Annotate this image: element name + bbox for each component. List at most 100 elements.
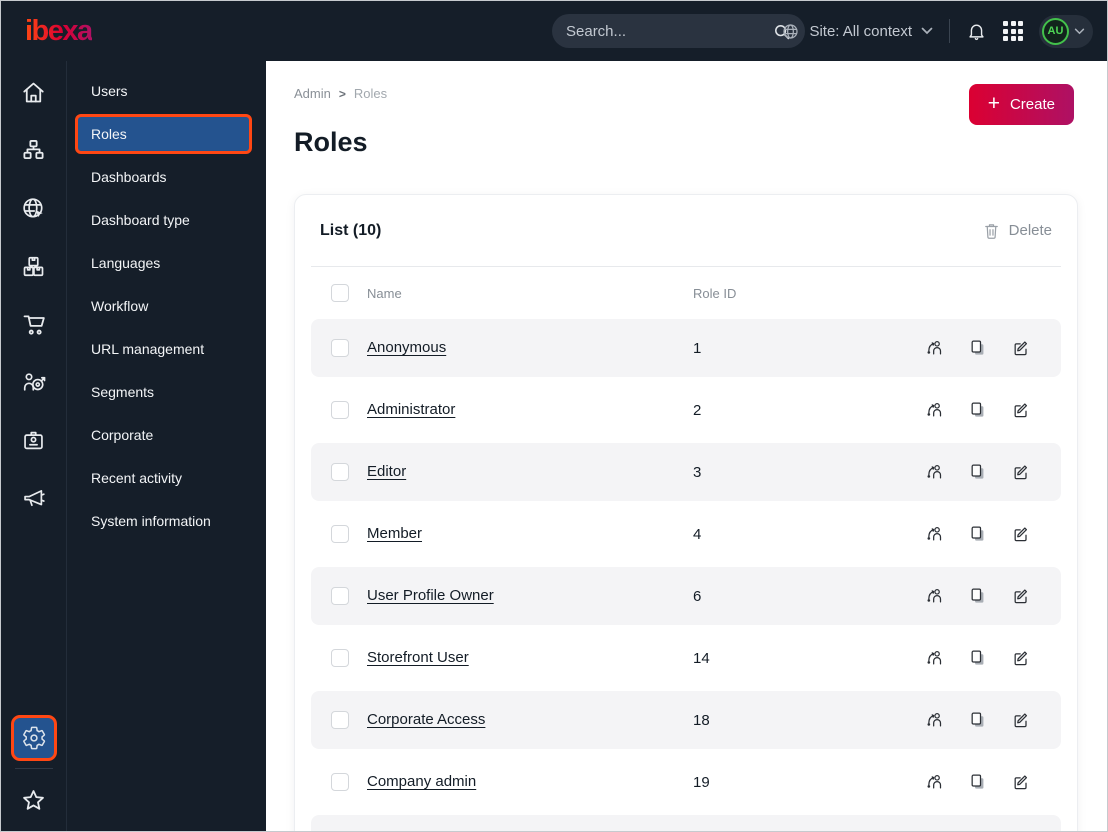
rail-item-content-tree[interactable] [1,121,66,179]
role-name-link[interactable]: Member [367,525,423,542]
site-context-selector[interactable]: Site: All context [781,22,933,41]
row-checkbox[interactable] [331,463,349,481]
megaphone-icon [24,489,45,506]
sidebar-item-users[interactable]: Users [75,71,252,111]
role-name-link[interactable]: User Profile Owner [367,587,494,604]
rail-item-bookmarks[interactable] [20,775,47,825]
sidebar-item-recent-activity[interactable]: Recent activity [75,458,252,498]
table-row: Administrator 2 [311,381,1061,439]
assign-user-icon [927,403,942,417]
copy-button[interactable] [968,338,988,358]
edit-button[interactable] [1011,710,1031,730]
assign-to-users-button[interactable] [925,710,945,730]
assign-user-icon [927,775,942,789]
rail-item-settings[interactable] [10,715,57,761]
gear-icon [22,726,45,750]
role-name-link[interactable]: Storefront User [367,649,469,666]
rail-item-site[interactable] [1,179,66,237]
topbar-controls: Site: All context AU [781,1,1093,61]
role-id-cell: 2 [693,401,702,419]
assign-to-users-button[interactable] [925,524,945,544]
row-checkbox[interactable] [331,339,349,357]
sidebar-item-corporate[interactable]: Corporate [75,415,252,455]
edit-button[interactable] [1011,524,1031,544]
create-button[interactable]: + Create [968,84,1074,125]
assign-to-users-button[interactable] [925,648,945,668]
sidebar-item-workflow[interactable]: Workflow [75,286,252,326]
sidebar-item-languages[interactable]: Languages [75,243,252,283]
role-name-link[interactable]: Corporate Access [367,711,486,728]
user-menu[interactable]: AU [1039,14,1093,48]
edit-button[interactable] [1011,772,1031,792]
cart-icon [23,315,45,335]
rail-item-home[interactable] [1,63,66,121]
assign-to-users-button[interactable] [925,338,945,358]
edit-icon [1014,589,1028,604]
copy-icon [971,712,984,727]
sidebar-item-dashboard-type[interactable]: Dashboard type [75,200,252,240]
copy-icon [971,402,984,417]
sidebar-item-label: Users [91,83,128,99]
sidebar-item-label: Roles [91,126,127,142]
assign-to-users-button[interactable] [925,462,945,482]
table-row: User Profile Owner 6 [311,567,1061,625]
sidebar-item-dashboards[interactable]: Dashboards [75,157,252,197]
breadcrumb-admin[interactable]: Admin [294,86,331,101]
sidebar-item-label: Recent activity [91,470,183,486]
topbar-divider [949,19,950,43]
select-all-checkbox[interactable] [331,284,349,302]
table-row: Storefront User 14 [311,629,1061,687]
rail-item-personalization[interactable] [1,353,66,411]
edit-button[interactable] [1011,338,1031,358]
row-checkbox[interactable] [331,711,349,729]
role-name-cell: Storefront User [367,649,693,667]
notifications-bell-icon[interactable] [966,20,987,42]
row-checkbox[interactable] [331,649,349,667]
copy-button[interactable] [968,648,988,668]
role-name-cell: Corporate Access [367,711,693,729]
role-name-link[interactable]: Editor [367,463,407,480]
role-name-cell: Administrator [367,401,693,419]
breadcrumb-roles: Roles [353,86,388,101]
copy-button[interactable] [968,772,988,792]
sidebar-item-label: Segments [91,384,155,400]
assign-to-users-button[interactable] [925,400,945,420]
sidebar-item-segments[interactable]: Segments [75,372,252,412]
avatar[interactable]: AU [1042,17,1069,45]
rail-item-corporate[interactable] [1,411,66,469]
breadcrumb-separator: > [338,86,346,101]
sidebar-item-system-information[interactable]: System information [75,501,252,541]
row-checkbox[interactable] [331,525,349,543]
copy-button[interactable] [968,710,988,730]
role-name-link[interactable]: Company admin [367,773,477,790]
assign-to-users-button[interactable] [925,586,945,606]
top-bar: ibexa Site: All context [1,1,1107,61]
assign-to-users-button[interactable] [925,772,945,792]
edit-button[interactable] [1011,648,1031,668]
copy-button[interactable] [968,524,988,544]
rail-item-marketing[interactable] [1,469,66,527]
delete-button[interactable]: Delete [983,222,1052,240]
copy-button[interactable] [968,462,988,482]
rail-item-commerce[interactable] [1,295,66,353]
sidebar-item-url-management[interactable]: URL management [75,329,252,369]
sidebar-item-roles[interactable]: Roles [75,114,252,154]
copy-button[interactable] [968,400,988,420]
role-name-link[interactable]: Anonymous [367,339,447,356]
copy-button[interactable] [968,586,988,606]
admin-sidebar: Users Roles Dashboards Dashboard type La… [67,61,266,831]
edit-button[interactable] [1011,400,1031,420]
row-checkbox[interactable] [331,587,349,605]
edit-button[interactable] [1011,586,1031,606]
row-checkbox[interactable] [331,401,349,419]
global-search[interactable] [552,14,805,48]
rail-item-product-catalog[interactable] [1,237,66,295]
rail-divider [14,768,53,769]
search-input[interactable] [566,22,772,40]
role-name-link[interactable]: Administrator [367,401,456,418]
row-checkbox[interactable] [331,773,349,791]
row-actions [873,400,1061,420]
edit-button[interactable] [1011,462,1031,482]
app-grid-icon[interactable] [1003,21,1023,41]
copy-icon [971,340,984,355]
